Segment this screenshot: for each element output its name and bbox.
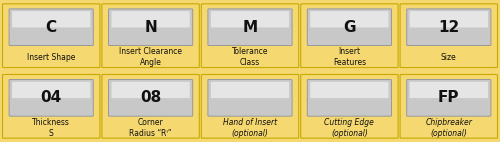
FancyBboxPatch shape xyxy=(112,11,190,28)
FancyBboxPatch shape xyxy=(12,11,90,28)
FancyBboxPatch shape xyxy=(308,9,392,46)
Text: Chipbreaker
(optional): Chipbreaker (optional) xyxy=(426,118,472,138)
Text: Insert Clearance
Angle: Insert Clearance Angle xyxy=(119,47,182,67)
FancyBboxPatch shape xyxy=(9,80,94,116)
Text: Tolerance
Class: Tolerance Class xyxy=(232,47,268,67)
FancyBboxPatch shape xyxy=(211,82,289,98)
FancyBboxPatch shape xyxy=(102,4,200,68)
FancyBboxPatch shape xyxy=(102,74,200,138)
FancyBboxPatch shape xyxy=(406,9,491,46)
FancyBboxPatch shape xyxy=(410,11,488,28)
FancyBboxPatch shape xyxy=(12,82,90,98)
FancyBboxPatch shape xyxy=(208,80,292,116)
Text: C: C xyxy=(46,20,57,35)
FancyBboxPatch shape xyxy=(211,11,289,28)
Text: Corner
Radius “Rᴵ”: Corner Radius “Rᴵ” xyxy=(130,118,172,138)
FancyBboxPatch shape xyxy=(310,82,388,98)
FancyBboxPatch shape xyxy=(310,11,388,28)
Text: G: G xyxy=(343,20,355,35)
FancyBboxPatch shape xyxy=(108,80,192,116)
FancyBboxPatch shape xyxy=(300,4,398,68)
Text: M: M xyxy=(242,20,258,35)
Text: Size: Size xyxy=(441,53,456,62)
FancyBboxPatch shape xyxy=(308,80,392,116)
FancyBboxPatch shape xyxy=(2,74,100,138)
Text: FP: FP xyxy=(438,90,460,105)
Text: 04: 04 xyxy=(40,90,62,105)
FancyBboxPatch shape xyxy=(208,9,292,46)
Text: Thickness
S: Thickness S xyxy=(32,118,70,138)
FancyBboxPatch shape xyxy=(2,4,100,68)
Text: Hand of Insert
(optional): Hand of Insert (optional) xyxy=(223,118,277,138)
FancyBboxPatch shape xyxy=(300,74,398,138)
FancyBboxPatch shape xyxy=(202,74,298,138)
FancyBboxPatch shape xyxy=(202,4,298,68)
Text: Insert
Features: Insert Features xyxy=(333,47,366,67)
Text: 08: 08 xyxy=(140,90,161,105)
Text: 12: 12 xyxy=(438,20,460,35)
FancyBboxPatch shape xyxy=(112,82,190,98)
Text: Cutting Edge
(optional): Cutting Edge (optional) xyxy=(324,118,374,138)
FancyBboxPatch shape xyxy=(400,74,498,138)
FancyBboxPatch shape xyxy=(108,9,192,46)
Text: N: N xyxy=(144,20,157,35)
FancyBboxPatch shape xyxy=(406,80,491,116)
Text: Insert Shape: Insert Shape xyxy=(27,53,76,62)
FancyBboxPatch shape xyxy=(9,9,94,46)
FancyBboxPatch shape xyxy=(400,4,498,68)
FancyBboxPatch shape xyxy=(410,82,488,98)
